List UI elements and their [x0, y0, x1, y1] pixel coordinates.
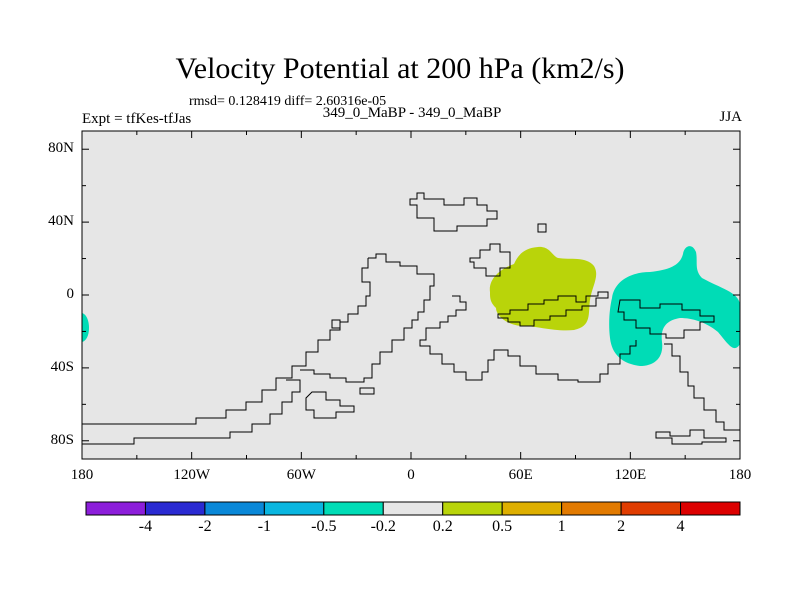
coastline-mediterranean — [469, 243, 511, 277]
colorbar-swatch — [382, 501, 444, 516]
lat-tick-label: 0 — [66, 286, 75, 302]
lon-tick-label: 180 — [728, 467, 752, 483]
colorbar-swatch — [501, 501, 563, 516]
colorbar-label: -2 — [198, 518, 212, 535]
coastline-antarctic-rim — [655, 429, 727, 445]
colorbar-swatch — [144, 501, 206, 516]
coastline-southern-tip — [82, 379, 301, 445]
coastline-islands-south-atlantic — [305, 391, 355, 419]
colorbar-label: -4 — [138, 518, 153, 535]
coastline-west-africa — [419, 295, 637, 383]
colorbar — [85, 501, 741, 516]
lat-tick-label: 80S — [50, 431, 74, 448]
coastline-islet-west — [331, 319, 341, 329]
colorbar-label: 1 — [557, 518, 566, 535]
lon-tick-label: 60E — [508, 467, 533, 483]
rmsd-diff-stats: rmsd= 0.128419 diff= 2.60316e-05 — [189, 94, 387, 109]
colorbar-label: 2 — [617, 518, 626, 535]
map-title: Velocity Potential at 200 hPa (km2/s) — [175, 52, 625, 85]
coastline-small-south-atlantic — [359, 387, 375, 395]
colorbar-swatch — [263, 501, 325, 516]
coastline-australia — [664, 343, 740, 431]
season-label: JJA — [719, 109, 742, 125]
coastline-eurasia-north — [409, 192, 498, 232]
coastline-south-america-east — [300, 253, 435, 383]
colorbar-label: -1 — [257, 518, 272, 535]
lon-tick-label: 120W — [173, 467, 210, 483]
axis-ticks — [81, 131, 741, 459]
coastlines — [82, 192, 740, 445]
negative-anomaly-region-west-pacific — [609, 246, 740, 366]
colorbar-swatch — [680, 501, 741, 516]
coastline-arabia-india — [497, 291, 609, 327]
lon-tick-label: 180 — [70, 467, 94, 483]
colorbar-swatch — [620, 501, 682, 516]
experiment-subtitle: 349_0_MaBP - 349_0_MaBP — [322, 105, 502, 121]
coastline-south-america-west — [82, 258, 371, 425]
colorbar-swatch — [204, 501, 265, 516]
lat-tick-label: 80N — [48, 140, 74, 157]
colorbar-label: -0.5 — [311, 518, 337, 535]
colorbar-swatch — [323, 501, 384, 516]
colorbar-swatch — [85, 501, 146, 516]
coastline-islet — [537, 223, 547, 233]
lat-tick-label: 40S — [50, 358, 74, 375]
colorbar-label: 0.5 — [492, 518, 513, 535]
colorbar-label: 0.2 — [432, 518, 453, 535]
colorbar-label: -0.2 — [370, 518, 396, 535]
lat-tick-label: 40N — [48, 213, 74, 230]
lon-tick-label: 60W — [286, 467, 316, 483]
coastline-indochina — [617, 299, 715, 339]
colorbar-swatch — [442, 501, 503, 516]
colorbar-swatch — [561, 501, 622, 516]
colorbar-label: 4 — [676, 518, 685, 535]
lon-tick-label: 120E — [614, 467, 647, 483]
experiment-label: Expt = tfKes-tfJas — [82, 111, 192, 127]
lon-tick-label: 0 — [407, 467, 415, 483]
negative-anomaly-region-dateline — [82, 313, 89, 342]
